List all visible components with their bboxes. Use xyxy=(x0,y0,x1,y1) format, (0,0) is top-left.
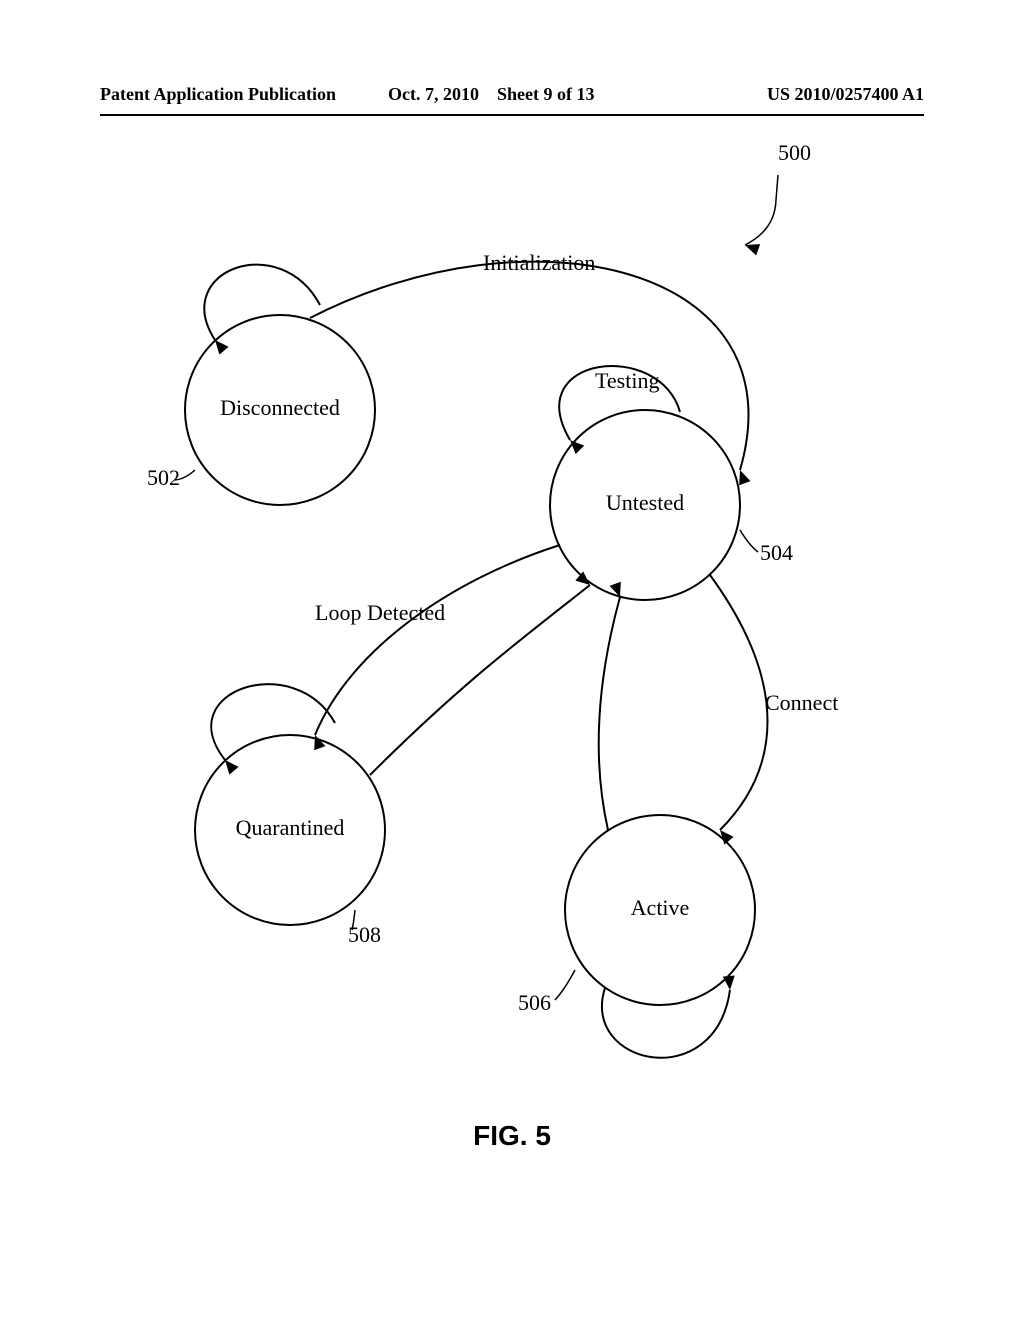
header-date: Oct. 7, 2010 xyxy=(388,84,479,104)
edge-initialization xyxy=(310,262,748,470)
figure-frame: Disconnected Untested Quarantined Active 502… xyxy=(100,130,924,1190)
page: Patent Application Publication Oct. 7, 2… xyxy=(0,0,1024,1320)
edge-active-to-untested xyxy=(599,597,620,830)
edge-quarantine-to-untested-arrow xyxy=(575,571,590,585)
selfloop-quarantined-arrow xyxy=(225,760,239,775)
page-header: Patent Application Publication Oct. 7, 2… xyxy=(100,84,924,116)
header-sheet: Sheet 9 of 13 xyxy=(497,84,595,104)
ref-leader-untested xyxy=(740,530,758,552)
edge-loop-detected-arrow xyxy=(314,735,325,750)
selfloop-active-arrow xyxy=(723,976,735,990)
edge-initialization-arrow xyxy=(739,470,750,485)
selfloop-disconnected-arrow xyxy=(215,340,229,355)
selfloop-active xyxy=(602,988,730,1058)
ref-active: 506 xyxy=(518,990,551,1015)
edge-connect-label: Connect xyxy=(765,690,838,715)
header-pubno: US 2010/0257400 A1 xyxy=(767,84,924,105)
state-active-label: Active xyxy=(631,895,690,920)
selfloop-untested-label: Testing xyxy=(595,368,659,393)
edge-loop-detected-label: Loop Detected xyxy=(315,600,445,625)
state-disconnected-label: Disconnected xyxy=(220,395,340,420)
state-untested-label: Untested xyxy=(606,490,684,515)
edge-loop-detected xyxy=(315,545,560,735)
selfloop-untested-arrow xyxy=(570,440,584,454)
header-left: Patent Application Publication xyxy=(100,84,336,105)
state-diagram: Disconnected Untested Quarantined Active 502… xyxy=(100,130,924,1190)
header-mid: Oct. 7, 2010 Sheet 9 of 13 xyxy=(388,84,594,105)
ref-disconnected: 502 xyxy=(147,465,180,490)
edge-connect xyxy=(710,575,768,830)
ref-overall-arrow xyxy=(745,244,760,255)
edge-initialization-label: Initialization xyxy=(483,250,595,275)
ref-leader-active xyxy=(555,970,575,1000)
selfloop-disconnected xyxy=(204,265,320,340)
ref-quarantined: 508 xyxy=(348,922,381,947)
state-quarantined-label: Quarantined xyxy=(236,815,345,840)
ref-overall: 500 xyxy=(778,140,811,165)
ref-overall-leader xyxy=(745,175,778,245)
figure-caption: FIG. 5 xyxy=(473,1120,551,1151)
ref-untested: 504 xyxy=(760,540,793,565)
